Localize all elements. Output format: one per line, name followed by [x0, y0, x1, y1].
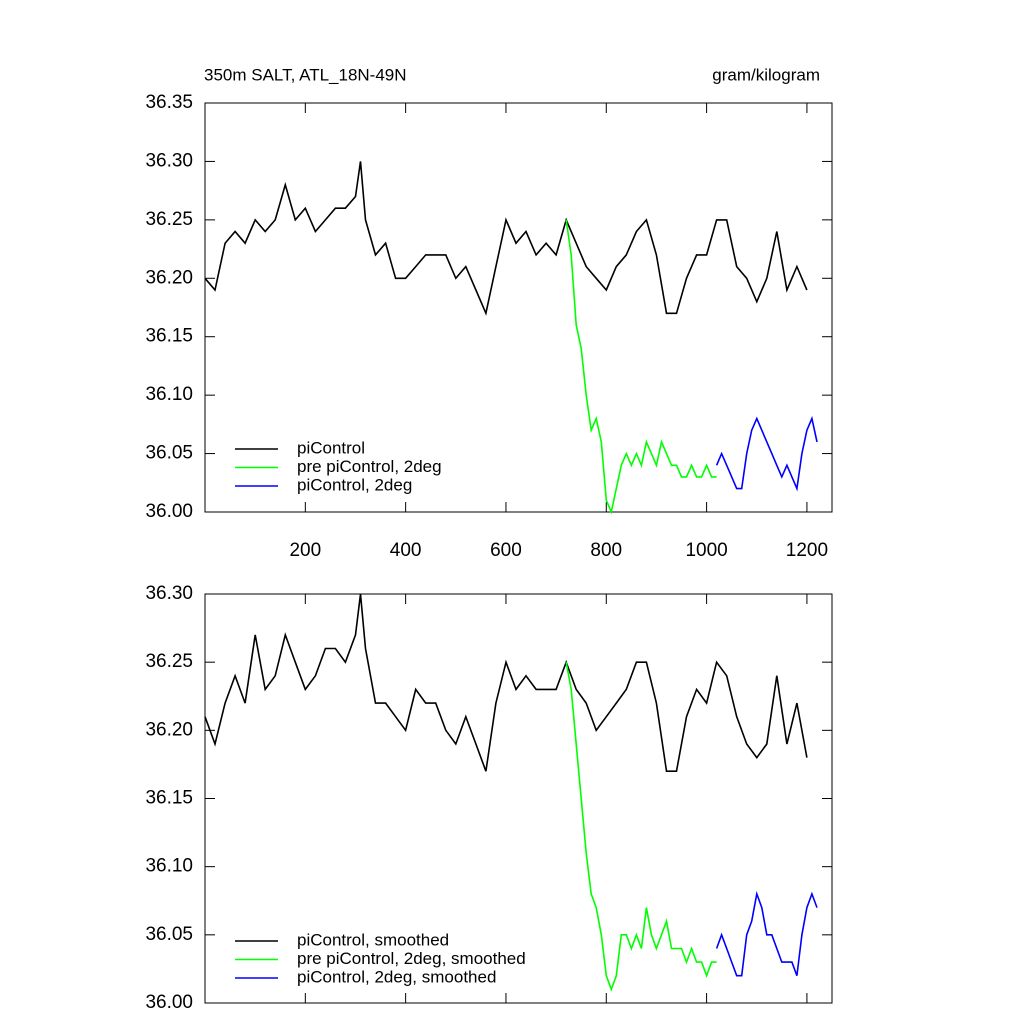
series-line	[565, 662, 717, 992]
y-tick-label: 36.25	[145, 209, 193, 230]
series-line	[204, 593, 808, 772]
series-line	[565, 219, 717, 515]
legend-label: pre piControl, 2deg, smoothed	[297, 949, 526, 968]
series-line	[715, 890, 818, 977]
plot-frame	[204, 593, 833, 1004]
y-tick-label: 36.30	[145, 583, 193, 604]
units-label: gram/kilogram	[712, 65, 820, 84]
legend-label: pre piControl, 2deg	[297, 457, 442, 476]
x-tick-label: 1200	[786, 540, 828, 561]
y-tick-label: 36.35	[145, 92, 193, 113]
series-line	[204, 161, 808, 316]
y-tick-label: 36.05	[145, 443, 193, 464]
y-tick-label: 36.15	[145, 788, 193, 809]
chart-title: 350m SALT, ATL_18N-49N	[204, 65, 407, 84]
y-tick-label: 36.20	[145, 267, 193, 288]
y-tick-label: 36.10	[145, 384, 193, 405]
legend-label: piControl, smoothed	[297, 930, 449, 949]
x-tick-label: 800	[590, 540, 622, 561]
y-tick-label: 36.00	[145, 992, 193, 1013]
x-tick-label: 600	[490, 540, 522, 561]
x-tick-label: 400	[390, 540, 422, 561]
y-tick-label: 36.00	[145, 501, 193, 522]
legend-label: piControl	[297, 438, 365, 457]
series-line	[715, 415, 818, 492]
y-tick-label: 36.10	[145, 856, 193, 877]
y-tick-label: 36.05	[145, 924, 193, 945]
y-tick-label: 36.20	[145, 719, 193, 740]
x-tick-label: 1000	[685, 540, 727, 561]
y-tick-label: 36.30	[145, 150, 193, 171]
x-tick-label: 200	[289, 540, 321, 561]
legend-label: piControl, 2deg	[297, 475, 412, 494]
plot-frame	[204, 102, 833, 513]
legend-label: piControl, 2deg, smoothed	[297, 967, 496, 986]
y-tick-label: 36.25	[145, 651, 193, 672]
y-tick-label: 36.15	[145, 326, 193, 347]
